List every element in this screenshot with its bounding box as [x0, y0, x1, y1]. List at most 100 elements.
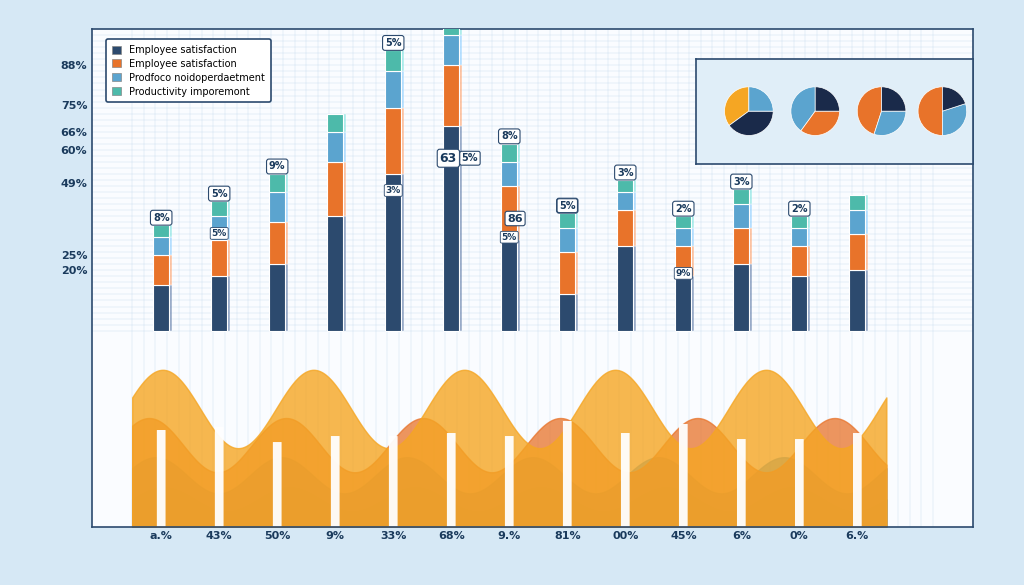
Bar: [169, 237, 172, 255]
Bar: [443, 66, 460, 126]
Bar: [285, 192, 288, 222]
Bar: [269, 174, 286, 192]
Bar: [633, 192, 636, 210]
Bar: [501, 240, 517, 331]
Bar: [269, 192, 286, 222]
Bar: [153, 285, 169, 331]
Bar: [559, 294, 575, 331]
FancyBboxPatch shape: [272, 442, 282, 526]
Bar: [385, 174, 401, 331]
Bar: [226, 216, 229, 240]
FancyBboxPatch shape: [853, 433, 862, 526]
FancyBboxPatch shape: [157, 430, 166, 526]
Text: 5%: 5%: [502, 233, 517, 242]
Bar: [169, 255, 172, 285]
Bar: [849, 210, 865, 234]
Bar: [169, 225, 172, 237]
Bar: [733, 264, 750, 331]
Bar: [226, 240, 229, 276]
Text: 8%: 8%: [153, 213, 170, 223]
Bar: [792, 246, 808, 276]
Bar: [153, 237, 169, 255]
Bar: [675, 228, 691, 246]
Bar: [807, 228, 810, 246]
Bar: [559, 213, 575, 228]
Bar: [792, 228, 808, 246]
Bar: [675, 216, 691, 228]
Bar: [849, 234, 865, 270]
Bar: [633, 180, 636, 192]
Bar: [792, 276, 808, 331]
Bar: [501, 186, 517, 240]
Bar: [691, 246, 693, 276]
Bar: [691, 228, 693, 246]
Bar: [574, 294, 578, 331]
Bar: [517, 186, 519, 240]
Bar: [327, 113, 343, 132]
FancyBboxPatch shape: [621, 433, 630, 526]
Bar: [517, 240, 519, 331]
Bar: [749, 264, 752, 331]
Bar: [733, 189, 750, 204]
Bar: [865, 195, 867, 210]
Bar: [733, 228, 750, 264]
Bar: [617, 192, 634, 210]
FancyBboxPatch shape: [446, 433, 456, 526]
Bar: [443, 126, 460, 331]
Text: 5%: 5%: [385, 38, 401, 48]
FancyBboxPatch shape: [331, 436, 340, 526]
Bar: [343, 113, 346, 132]
Bar: [691, 216, 693, 228]
Bar: [327, 162, 343, 216]
Bar: [400, 50, 403, 71]
Text: 5%: 5%: [462, 153, 478, 163]
FancyBboxPatch shape: [795, 439, 804, 526]
Bar: [385, 108, 401, 174]
Bar: [501, 144, 517, 162]
Text: 5%: 5%: [559, 201, 575, 211]
Bar: [211, 240, 227, 276]
Bar: [807, 276, 810, 331]
Legend: Employee satisfaction, Employee satisfaction, Prodfoco noidoperdaetment, Product: Employee satisfaction, Employee satisfac…: [105, 39, 271, 102]
Text: 8%: 8%: [501, 132, 517, 142]
Text: -1%: -1%: [943, 106, 964, 116]
Bar: [269, 264, 286, 331]
Text: 2%: 2%: [792, 204, 808, 214]
Bar: [865, 210, 867, 234]
Bar: [633, 246, 636, 331]
Bar: [226, 201, 229, 216]
FancyBboxPatch shape: [737, 439, 745, 526]
Bar: [849, 195, 865, 210]
Bar: [865, 270, 867, 331]
Bar: [574, 252, 578, 294]
Bar: [385, 50, 401, 71]
Text: 5%: 5%: [211, 188, 227, 199]
Bar: [459, 35, 462, 66]
Bar: [269, 222, 286, 264]
Bar: [226, 276, 229, 331]
Text: 63: 63: [439, 152, 457, 165]
Bar: [327, 132, 343, 162]
Bar: [807, 216, 810, 228]
Text: 2%: 2%: [675, 204, 691, 214]
Bar: [400, 108, 403, 174]
Bar: [153, 255, 169, 285]
Bar: [343, 162, 346, 216]
Bar: [211, 216, 227, 240]
Bar: [501, 162, 517, 186]
Bar: [792, 216, 808, 228]
FancyBboxPatch shape: [679, 424, 688, 526]
Bar: [559, 228, 575, 252]
Bar: [211, 201, 227, 216]
Bar: [169, 285, 172, 331]
Bar: [400, 174, 403, 331]
Text: 5%: 5%: [559, 201, 575, 211]
Bar: [749, 204, 752, 228]
Bar: [285, 174, 288, 192]
Bar: [327, 216, 343, 331]
Bar: [285, 264, 288, 331]
Bar: [559, 252, 575, 294]
Bar: [633, 210, 636, 246]
Text: 3%: 3%: [733, 177, 750, 187]
Bar: [807, 246, 810, 276]
